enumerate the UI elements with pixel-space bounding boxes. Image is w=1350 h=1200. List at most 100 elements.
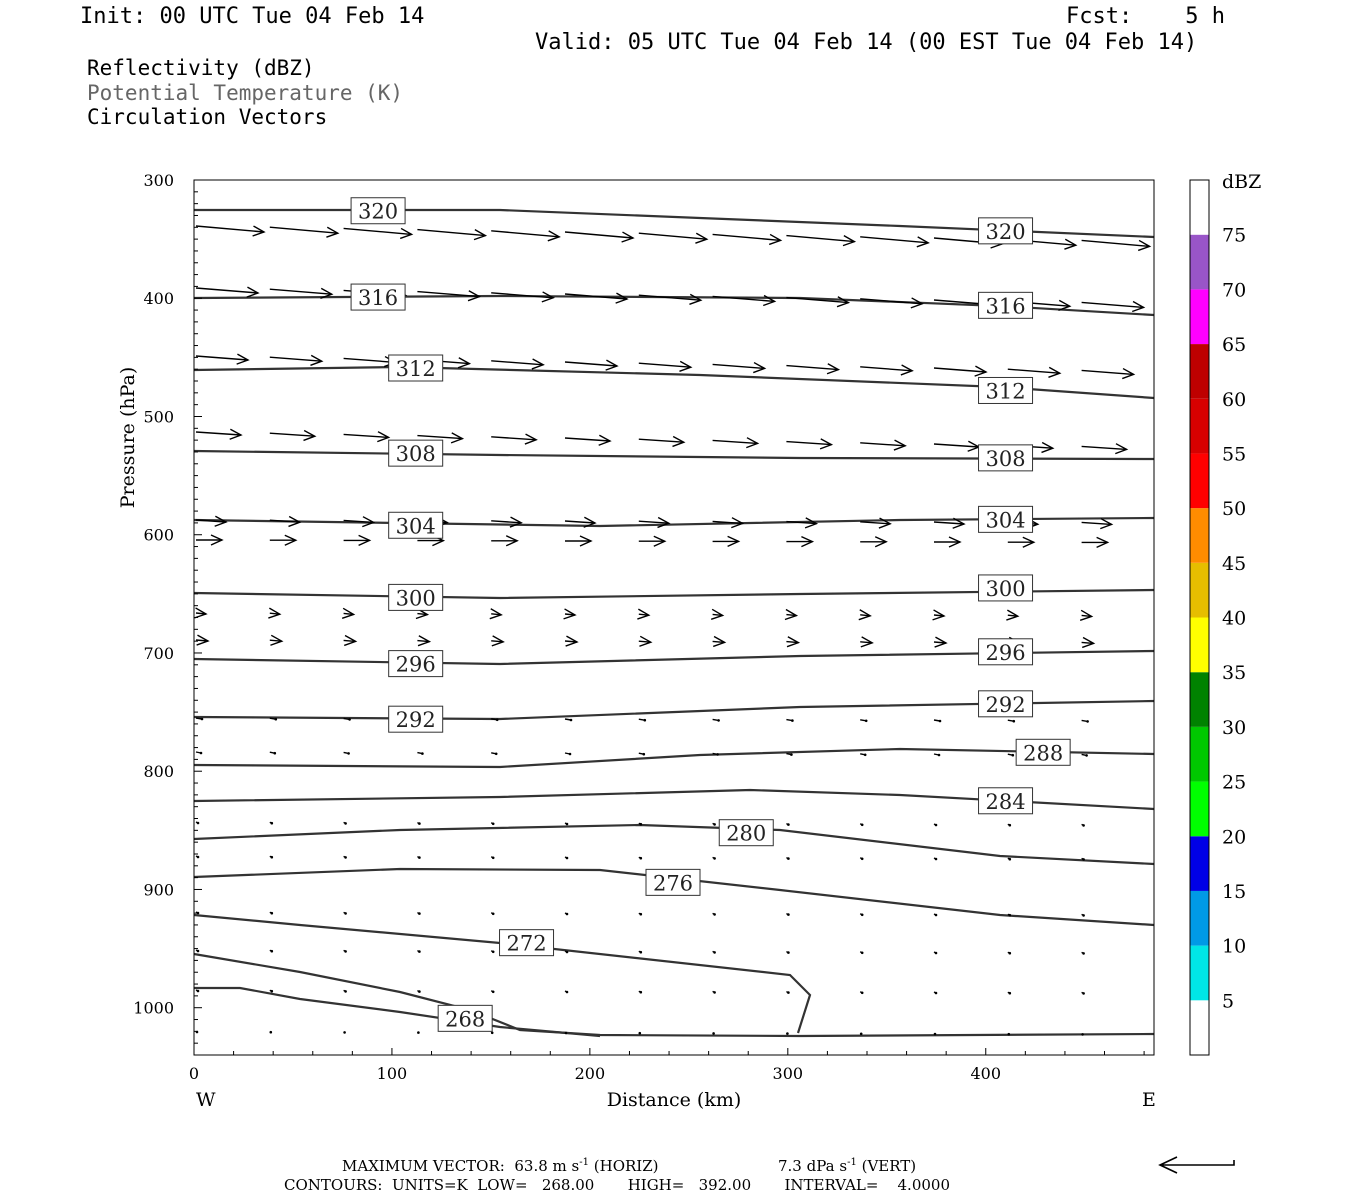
vector-dot [491, 912, 495, 916]
vector-dot [933, 1032, 937, 1036]
vector-arrow-head [489, 608, 503, 620]
vector-arrow [195, 355, 249, 361]
vector-arrow [933, 521, 965, 525]
vector-dot [787, 991, 790, 994]
vector-arrow-head [727, 535, 741, 548]
contour-label-box [978, 505, 1034, 533]
vector-dot [934, 991, 938, 995]
vector-arrow-head [842, 235, 857, 247]
y-tick-label: 1000 [133, 999, 174, 1018]
vector-arrow-head [712, 635, 727, 648]
vector-arrow-head [377, 431, 391, 443]
colorbar-label: 35 [1222, 662, 1246, 684]
contour-labels: 320 320 316 316 312 312 308 308 304 304 300 300 296 2… [350, 197, 1071, 1032]
colorbar-label: 75 [1222, 225, 1246, 247]
contour-label: 320 [358, 200, 398, 224]
vector-dot [491, 822, 495, 826]
vector-arrow-head [1131, 300, 1146, 313]
vector-arrow-head [672, 435, 686, 448]
vector-dot [564, 1031, 568, 1035]
contour-line [193, 747, 1155, 769]
vector-dot [713, 991, 716, 994]
vector-dot [934, 951, 938, 955]
contour-label-box [645, 868, 701, 896]
vector-arrow-head [932, 609, 946, 621]
reference-arrow-icon [1158, 1156, 1235, 1174]
vector-arrow-head [916, 236, 930, 248]
vector-arrow-head [878, 517, 892, 529]
vector-arrow [1081, 239, 1150, 248]
vector-dot [418, 912, 421, 915]
vector-arrow-head [310, 354, 324, 366]
vector-arrow-head [621, 231, 635, 243]
vector-arrow-head [801, 535, 815, 548]
contour-line [193, 699, 1155, 721]
contour-line [193, 588, 1155, 600]
vector-arrow-head [491, 635, 505, 647]
vector-arrow [195, 287, 259, 294]
vector-arrow-head [547, 230, 561, 242]
colorbar-label: 10 [1222, 936, 1246, 958]
contour-label: 304 [396, 514, 436, 538]
vector-arrow-head [1100, 518, 1114, 530]
vector-dot [716, 753, 719, 756]
vector-arrow [491, 360, 544, 366]
vector-arrow [269, 639, 282, 642]
vector-arrow-head [320, 287, 334, 299]
vector-arrow [564, 293, 628, 300]
vector-arrow [564, 361, 618, 367]
contour-label: 280 [726, 822, 766, 846]
contour-label-box [978, 787, 1034, 815]
colorbar-swatch [1190, 672, 1209, 727]
vector-arrow [343, 227, 412, 236]
vector-dot [344, 950, 347, 953]
y-axis-label: Pressure (hPa) [117, 367, 139, 509]
vector-arrow [195, 431, 242, 436]
reference-vector [1158, 1156, 1235, 1174]
x-axis-label: Distance (km) [607, 1089, 742, 1111]
colorbar-label: 70 [1222, 279, 1246, 301]
vector-dot [639, 856, 643, 860]
vector-dot [787, 951, 790, 954]
vector-dot [491, 856, 495, 860]
vector-dot [491, 950, 495, 954]
vector-dot [199, 751, 203, 755]
vector-arrow [933, 367, 987, 373]
vector-arrow [712, 520, 743, 525]
vector-dot [713, 823, 716, 826]
vector-arrow-head [214, 515, 228, 527]
field-potential-temperature: Potential Temperature (K) [87, 81, 404, 105]
vector-arrow [860, 442, 906, 447]
colorbar-swatch [1190, 945, 1209, 1001]
vector-arrow [712, 295, 775, 303]
vector-arrow-head [268, 607, 282, 619]
vector-arrow [195, 519, 227, 523]
colorbar-label: 60 [1222, 389, 1246, 411]
vector-arrow [269, 226, 338, 234]
vector-arrow-head [819, 438, 834, 450]
vector-arrow-head [710, 608, 725, 620]
vector-arrow-head [1137, 239, 1152, 252]
vector-arrow-head [1022, 536, 1036, 548]
vector-dot [274, 717, 278, 721]
contour-label-box [388, 583, 444, 611]
vector-arrow-head [229, 428, 243, 440]
vector-dot [642, 752, 646, 756]
colorbar-swatch [1190, 617, 1209, 673]
vector-arrow [269, 356, 322, 362]
vector-arrow-head [1058, 299, 1072, 311]
vector-arrow [343, 519, 374, 524]
vector-arrow-head [974, 365, 988, 377]
vector-arrow-head [450, 432, 465, 444]
colorbar-label: 55 [1222, 443, 1246, 465]
y-tick-label: 500 [143, 407, 174, 426]
vector-dot [786, 1032, 789, 1035]
vector-arrow [491, 292, 554, 299]
contour-line [193, 365, 1155, 400]
colorbar-label: 40 [1222, 608, 1246, 630]
vector-arrow-head [563, 608, 577, 620]
vector-dot [790, 753, 793, 756]
vector-arrow-head [457, 357, 472, 369]
contour-line [193, 649, 1155, 666]
circulation-vectors [194, 225, 1152, 1036]
